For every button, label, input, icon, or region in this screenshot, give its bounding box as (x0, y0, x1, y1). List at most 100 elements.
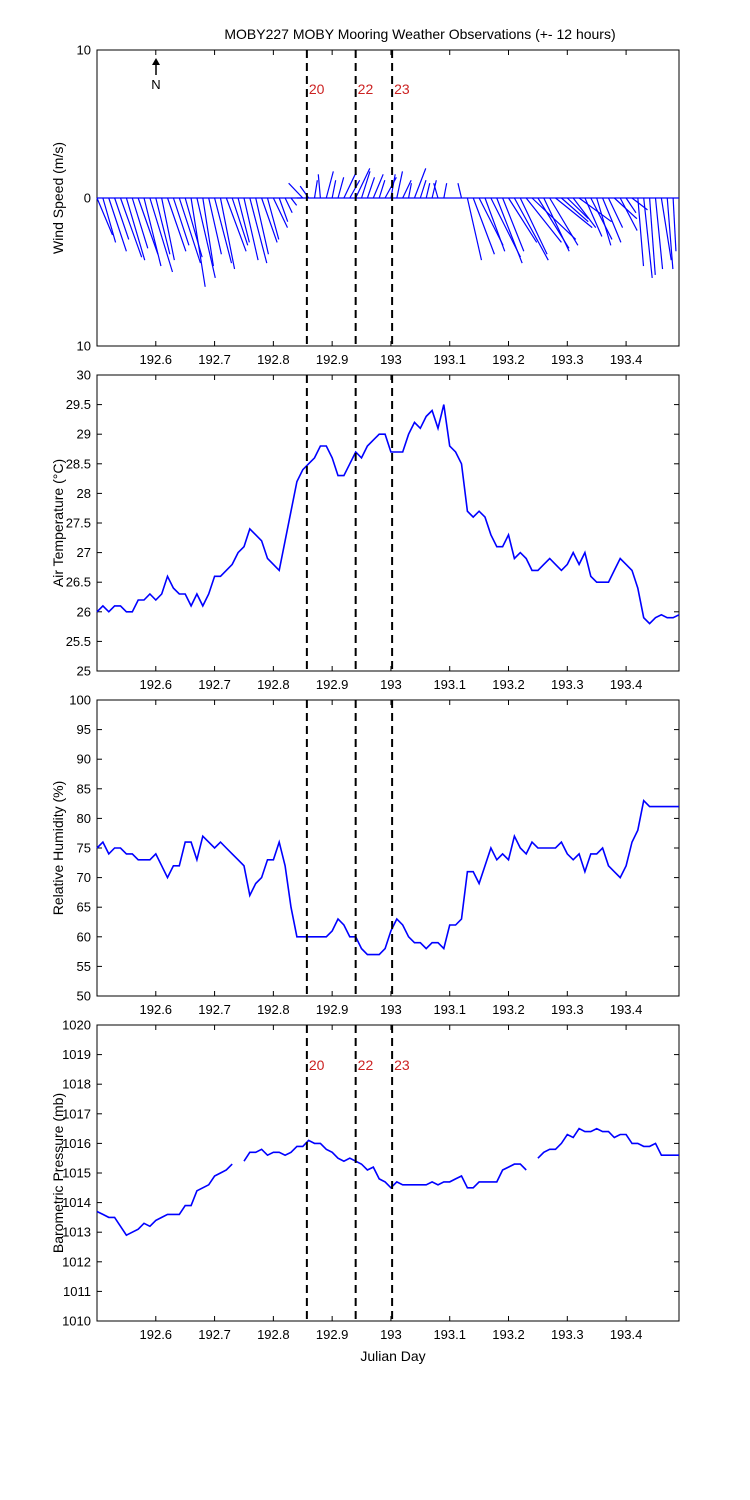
event-marker-label: 20 (309, 1057, 325, 1073)
y-tick-label: 1015 (62, 1166, 91, 1181)
wind-stick (513, 197, 549, 261)
wind-stick (643, 197, 653, 278)
x-tick-label: 193.1 (433, 352, 466, 367)
x-tick-label: 192.8 (257, 352, 290, 367)
x-tick-label: 192.8 (257, 1327, 290, 1342)
event-marker-label: 22 (358, 81, 374, 97)
wind-stick (543, 197, 570, 252)
y-tick-label: 1014 (62, 1195, 91, 1210)
wind-stick (255, 197, 270, 255)
wind-stick (172, 197, 190, 246)
y-tick-label: 27.5 (66, 516, 91, 531)
y-tick-label: 1019 (62, 1047, 91, 1062)
wind-stick (266, 197, 280, 240)
wind-stick (472, 197, 495, 255)
x-tick-label: 193.3 (551, 677, 584, 692)
wind-stick (443, 183, 448, 199)
x-tick-label: 192.8 (257, 677, 290, 692)
wind-stick (584, 197, 603, 237)
series-line (96, 404, 680, 625)
wind-stick (590, 197, 613, 240)
wind-stick (196, 197, 216, 279)
wind-stick (178, 197, 202, 264)
wind-stick (555, 197, 593, 229)
y-tick-label: 10 (77, 339, 91, 354)
wind-stick (243, 197, 259, 261)
x-tick-label: 192.9 (316, 352, 349, 367)
wind-stick (317, 174, 321, 199)
wind-stick (131, 197, 149, 249)
wind-stick (219, 197, 236, 270)
wind-stick (607, 197, 624, 228)
event-marker-label: 22 (358, 1057, 374, 1073)
x-tick-label: 193.3 (551, 1002, 584, 1017)
wind-stick (596, 197, 612, 246)
y-tick-label: 26 (77, 604, 91, 619)
wind-stick (166, 197, 187, 252)
wind-stick (360, 171, 371, 199)
wind-stick (119, 197, 143, 258)
wind-stick (202, 197, 214, 267)
wind-stick (413, 168, 427, 199)
x-tick-label: 192.7 (198, 677, 231, 692)
chart-panels: 100 10 192.6 192.7 192.8 192.9 193 193.1 193.2 19… (50, 43, 680, 1342)
x-tick-label: 192.7 (198, 352, 231, 367)
wind-stick (372, 174, 384, 199)
panel-2: 25 25.5 26 26.5 27 27.5 28 28.5 29 29.5 30 192.6 192… (50, 368, 680, 692)
y-tick-label: 27 (77, 545, 91, 560)
x-axis-label: Julian Day (360, 1348, 425, 1364)
wind-stick (625, 197, 637, 214)
wind-stick (666, 197, 674, 270)
wind-stick (114, 197, 130, 240)
wind-stick (231, 197, 249, 246)
y-tick-label: 1020 (62, 1018, 91, 1033)
wind-stick (508, 197, 538, 243)
panel-4: 1010 1011 1012 1013 1014 1015 1016 1017 1018 1019… (50, 1018, 680, 1342)
y-tick-label: 25.5 (66, 634, 91, 649)
x-tick-label: 192.7 (198, 1327, 231, 1342)
wind-stick (143, 197, 162, 267)
y-tick-label: 95 (77, 722, 91, 737)
x-tick-label: 193 (380, 677, 402, 692)
north-arrow-icon: N (151, 58, 161, 92)
y-axis-label: Air Temperature (°C) (50, 459, 66, 587)
x-tick-label: 193.4 (610, 352, 643, 367)
y-axis-label: Relative Humidity (%) (50, 781, 66, 916)
wind-stick (407, 183, 412, 199)
wind-stick (649, 197, 656, 276)
y-tick-label: 60 (77, 929, 91, 944)
y-tick-label: 0 (84, 191, 91, 206)
wind-stick (237, 197, 250, 243)
wind-stick (431, 180, 437, 199)
y-tick-label: 100 (69, 693, 91, 708)
wind-stick (225, 197, 247, 252)
wind-stick (331, 180, 337, 199)
wind-stick (484, 197, 506, 252)
wind-stick (419, 180, 427, 199)
x-tick-label: 192.9 (316, 1002, 349, 1017)
y-tick-label: 70 (77, 870, 91, 885)
y-tick-label: 25 (77, 664, 91, 679)
wind-stick (261, 197, 278, 243)
x-tick-label: 192.6 (140, 352, 173, 367)
wind-stick (396, 171, 404, 199)
wind-stick (155, 197, 171, 255)
y-tick-label: 1016 (62, 1136, 91, 1151)
y-tick-label: 1018 (62, 1077, 91, 1092)
x-tick-label: 192.6 (140, 677, 173, 692)
x-tick-label: 193.3 (551, 1327, 584, 1342)
wind-stick (502, 197, 525, 252)
x-tick-label: 192.9 (316, 677, 349, 692)
wind-stick (425, 183, 431, 199)
x-tick-label: 193.2 (492, 1327, 525, 1342)
plot-frame (96, 1024, 680, 1322)
wind-stick (137, 197, 159, 255)
wind-stick (457, 183, 463, 199)
series-line (96, 798, 679, 956)
x-tick-label: 193 (380, 1327, 402, 1342)
wind-stick (343, 174, 356, 199)
wind-stick (272, 197, 289, 228)
x-tick-label: 193.2 (492, 352, 525, 367)
wind-stick (102, 197, 117, 243)
